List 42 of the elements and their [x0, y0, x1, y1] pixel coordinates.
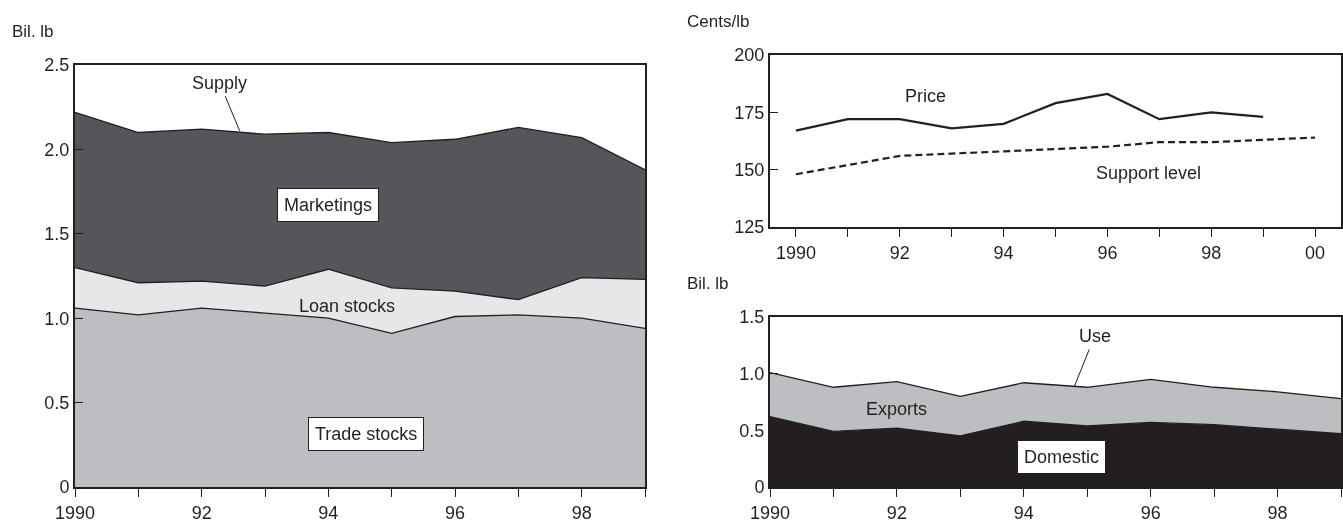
x-tick-label: 96 [444, 502, 466, 523]
series-label: Exports [866, 399, 928, 419]
y-axis-title: Cents/lb [687, 12, 750, 31]
y-tick-label: 1.0 [44, 308, 70, 329]
x-tick-label: 98 [1201, 242, 1222, 263]
y-tick-label: 1.5 [739, 307, 765, 328]
x-tick-label: 1990 [54, 502, 96, 523]
x-tick-label: 92 [191, 502, 212, 523]
x-tick-label: 98 [571, 502, 592, 523]
y-axis-title: Bil. lb [687, 274, 729, 293]
y-tick-label: 0.5 [739, 420, 765, 441]
y-tick-label: 1.0 [739, 363, 765, 384]
y-tick-label: 175 [734, 102, 765, 123]
y-tick-label: 0.5 [44, 392, 70, 413]
x-tick-label: 1990 [775, 242, 816, 263]
y-tick-label: 200 [734, 45, 765, 66]
y-tick-label: 0 [754, 477, 765, 498]
y-tick-label: 1.5 [44, 224, 70, 245]
x-tick-label: 92 [886, 502, 907, 523]
x-tick-label: 94 [993, 242, 1014, 263]
y-tick-label: 125 [734, 217, 765, 238]
series-label: Marketings [284, 195, 373, 215]
x-tick-label: 94 [1013, 502, 1034, 523]
x-tick-label: 94 [318, 502, 339, 523]
y-tick-label: 150 [734, 159, 765, 180]
x-tick-label: 92 [889, 242, 910, 263]
x-tick-label: 96 [1097, 242, 1118, 263]
annotation: Use [1079, 326, 1112, 346]
y-tick-label: 2.5 [44, 55, 70, 76]
series-label: Price [905, 86, 947, 106]
series-label: Domestic [1024, 447, 1100, 467]
series-label: Trade stocks [315, 424, 418, 444]
series-label: Loan stocks [299, 296, 396, 316]
y-tick-label: 2.0 [44, 139, 70, 160]
y-tick-label: 0 [59, 477, 70, 498]
x-tick-label: 96 [1140, 502, 1161, 523]
x-tick-label: 1990 [749, 502, 791, 523]
y-axis-title: Bil. lb [12, 22, 54, 41]
x-tick-label: 98 [1267, 502, 1288, 523]
x-tick-label: 00 [1305, 242, 1326, 263]
annotation: Supply [192, 73, 248, 93]
series-label: Support level [1096, 163, 1202, 183]
